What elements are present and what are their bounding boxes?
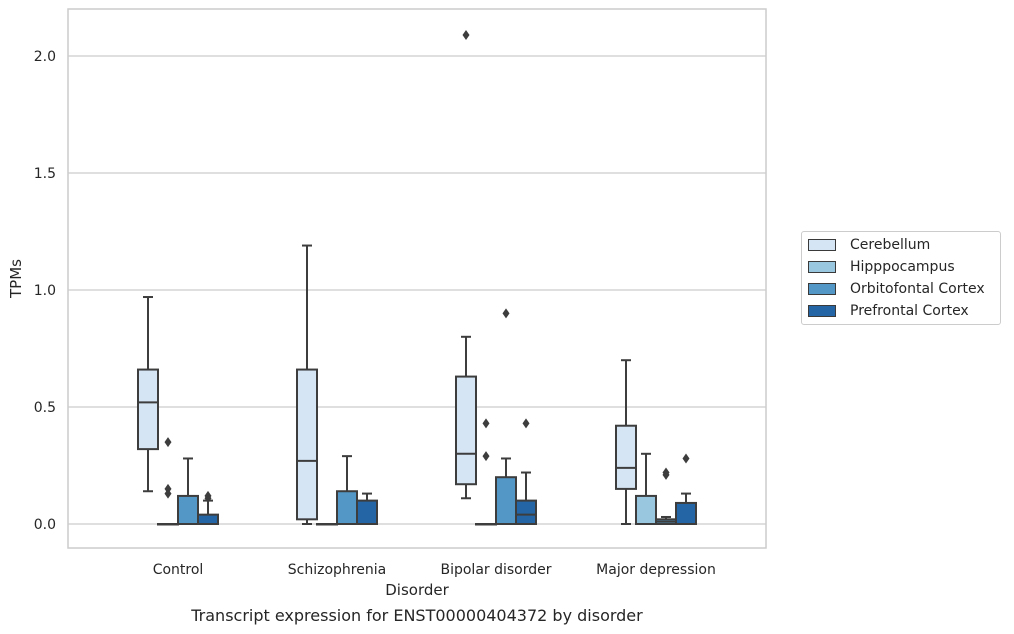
y-tick-label: 1.5 (34, 166, 56, 182)
legend-label: Prefrontal Cortex (850, 303, 969, 319)
legend-label: Orbitofontal Cortex (850, 281, 985, 297)
x-tick-label: Major depression (596, 562, 716, 578)
x-tick-labels: Control Schizophrenia Bipolar disorder Majo… (153, 562, 716, 578)
legend-item-hippocampus: Hipppocampus (808, 257, 955, 277)
box-body (137, 368, 159, 451)
legend-item-prefrontal: Prefrontal Cortex (808, 301, 969, 321)
legend-swatch-orbitofrontal (808, 283, 836, 295)
outlier-point (662, 467, 670, 478)
x-tick-label: Control (153, 562, 204, 578)
legend-swatch-cerebellum (808, 239, 836, 251)
legend-item-cerebellum: Cerebellum (808, 235, 930, 255)
plot-frame (67, 8, 767, 549)
outlier-point (164, 437, 172, 448)
legend-label: Hipppocampus (850, 259, 955, 275)
box-1-2 (336, 455, 358, 525)
y-tick-label: 2.0 (34, 49, 56, 65)
box-0-0 (137, 296, 159, 493)
legend-label: Cerebellum (850, 237, 931, 253)
box-1-1 (316, 523, 338, 526)
box-3-3 (675, 453, 697, 526)
y-tick-labels: 0.0 0.5 1.0 1.5 2.0 (34, 49, 56, 533)
box-body (455, 375, 477, 486)
box-3-0 (615, 359, 637, 525)
box-body (515, 499, 537, 526)
box-0-1 (157, 437, 179, 526)
box-3-1 (635, 452, 657, 526)
box-body (177, 494, 199, 526)
box-body (675, 501, 697, 526)
x-tick-label: Bipolar disorder (440, 562, 551, 578)
legend: Cerebellum Hipppocampus Orbitofontal Cor… (801, 231, 1001, 325)
box-body (356, 499, 378, 526)
box-0-2 (177, 457, 199, 526)
box-body (495, 476, 517, 526)
box-body (197, 513, 219, 526)
box-2-0 (455, 29, 477, 500)
outlier-point (204, 490, 212, 501)
outlier-point (164, 483, 172, 494)
outlier-point (682, 453, 690, 464)
box-3-2 (655, 467, 677, 526)
box-body (336, 490, 358, 525)
legend-item-orbitofrontal: Orbitofontal Cortex (808, 279, 985, 299)
y-tick-label: 0.0 (34, 517, 56, 533)
outlier-point (522, 418, 530, 429)
box-1-0 (296, 244, 318, 525)
outlier-point (462, 29, 470, 40)
box-2-1 (475, 418, 497, 526)
figure-caption: Transcript expression for ENST0000040437… (191, 606, 643, 625)
outlier-point (502, 308, 510, 319)
y-tick-label: 0.5 (34, 400, 56, 416)
x-tick-label: Schizophrenia (288, 562, 386, 578)
box-0-3 (197, 490, 219, 526)
gridlines (68, 55, 766, 525)
legend-swatch-prefrontal (808, 305, 836, 317)
x-axis-label: Disorder (385, 581, 449, 599)
box-body (296, 368, 318, 521)
box-2-3 (515, 418, 537, 526)
boxplot-chart: 0.0 0.5 1.0 1.5 2.0 Control Schizophrenia Bipo… (7, 8, 767, 599)
box-body (635, 494, 657, 526)
box-plot-layer (137, 29, 697, 526)
box-1-3 (356, 492, 378, 526)
legend-swatch-hippocampus (808, 261, 836, 273)
outlier-point (482, 418, 490, 429)
y-axis-label: TPMs (7, 259, 25, 299)
box-2-2 (495, 308, 517, 526)
outlier-point (482, 451, 490, 462)
y-tick-label: 1.0 (34, 283, 56, 299)
box-body (615, 424, 637, 490)
